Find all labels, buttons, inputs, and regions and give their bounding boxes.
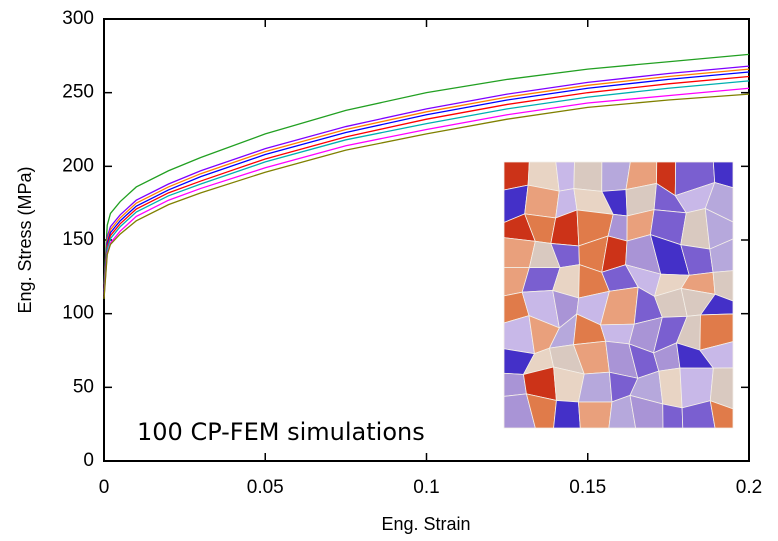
grain bbox=[524, 184, 560, 219]
y-tick-label: 0 bbox=[83, 450, 94, 471]
grain bbox=[573, 161, 603, 192]
series-line bbox=[103, 53, 750, 285]
grain bbox=[503, 372, 527, 397]
series-line bbox=[103, 75, 750, 294]
y-tick-label: 50 bbox=[73, 376, 94, 397]
grain bbox=[577, 371, 613, 403]
grain bbox=[658, 367, 683, 409]
y-tick-label: 200 bbox=[62, 155, 94, 176]
x-tick-label: 0.1 bbox=[413, 477, 439, 498]
microstructure-inset bbox=[503, 161, 734, 429]
series-line bbox=[103, 68, 750, 291]
y-tick-label: 100 bbox=[62, 303, 94, 324]
y-tick-label: 300 bbox=[62, 8, 94, 29]
annotation: 100 CP-FEM simulations bbox=[137, 418, 425, 446]
series-line bbox=[103, 65, 750, 289]
grain bbox=[553, 400, 581, 429]
series-line bbox=[103, 71, 750, 292]
x-axis-title: Eng. Strain bbox=[381, 514, 470, 534]
x-tick-label: 0.15 bbox=[569, 477, 606, 498]
grain bbox=[555, 161, 575, 192]
grain bbox=[578, 401, 613, 429]
series-line bbox=[103, 80, 750, 295]
x-tick-label: 0 bbox=[99, 477, 110, 498]
series-line bbox=[103, 87, 750, 298]
y-tick-label: 150 bbox=[62, 229, 94, 250]
y-tick-label: 250 bbox=[62, 82, 94, 103]
y-axis-title: Eng. Stress (MPa) bbox=[15, 166, 35, 313]
x-tick-label: 0.05 bbox=[247, 477, 284, 498]
series-line bbox=[103, 93, 750, 299]
x-tick-label: 0.2 bbox=[736, 477, 762, 498]
grain bbox=[662, 403, 684, 429]
grain bbox=[709, 400, 734, 429]
